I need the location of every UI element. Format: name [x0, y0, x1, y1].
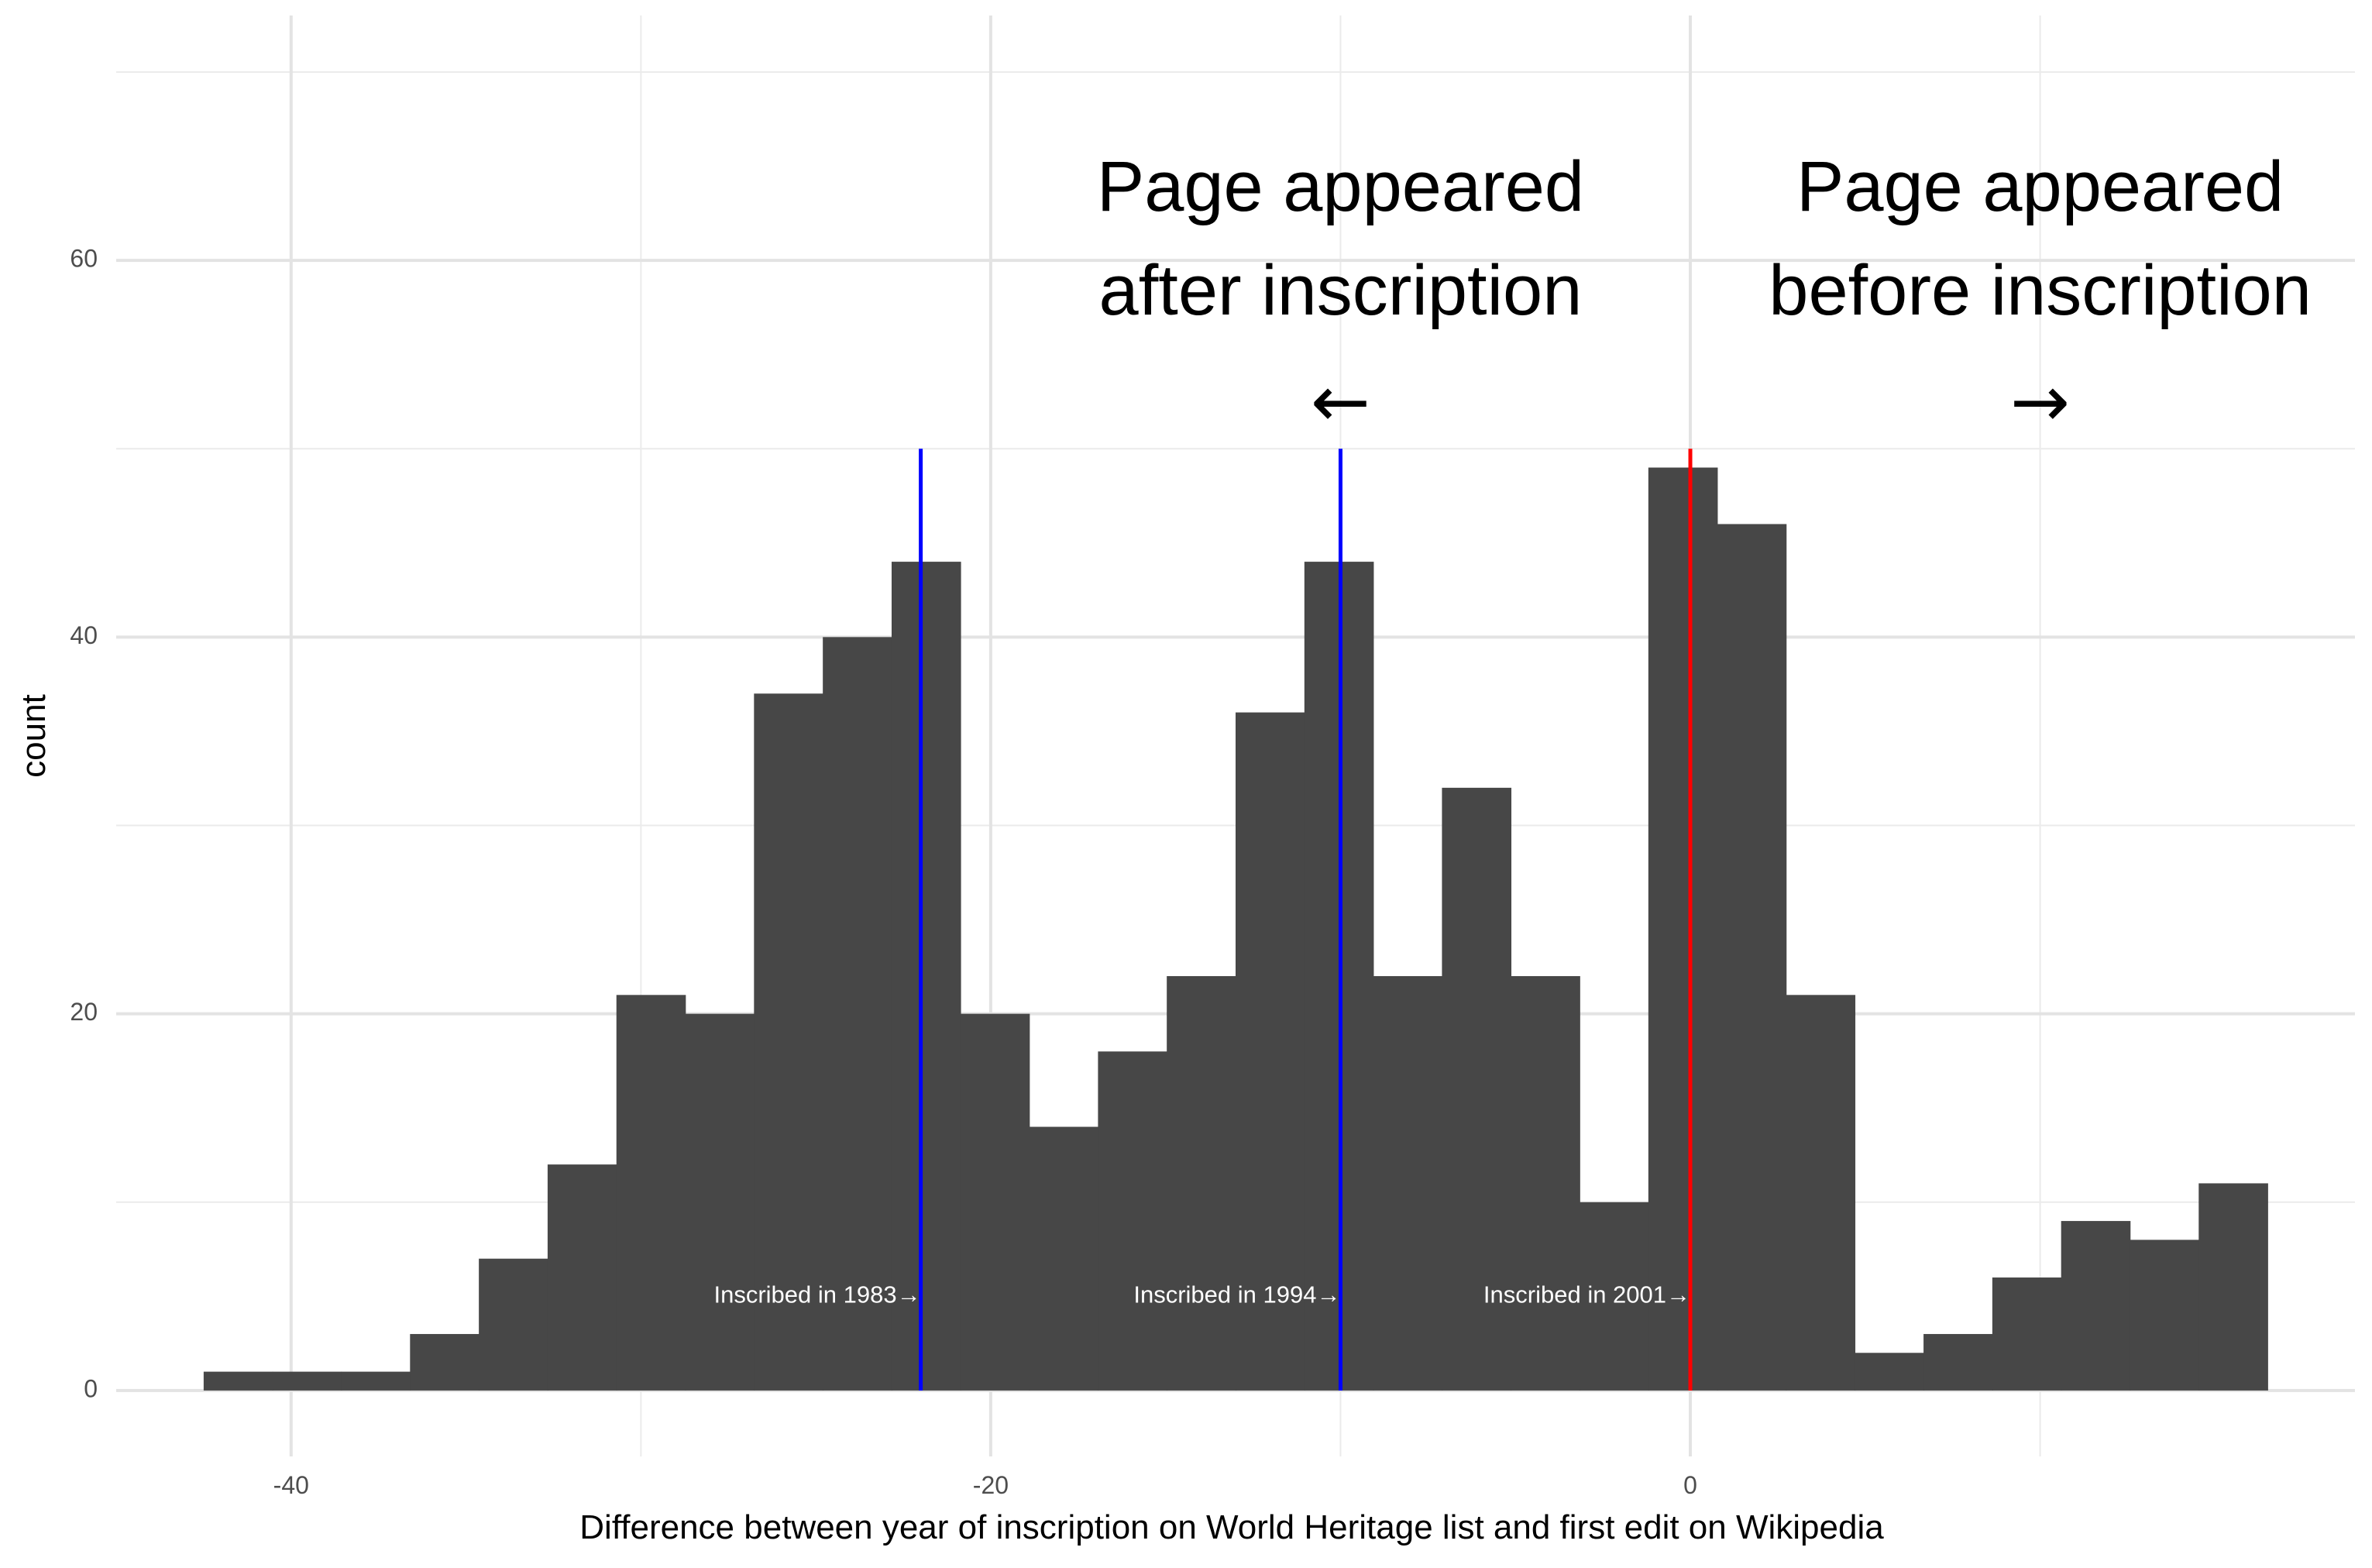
- annotation-line: Page appeared: [1796, 147, 2284, 226]
- histogram-bar: [203, 1371, 273, 1391]
- annotation-line: Page appeared: [1097, 147, 1584, 226]
- inscription-label: Inscribed in 2001→: [1483, 1281, 1690, 1308]
- histogram-bar: [1373, 976, 1443, 1391]
- inscription-lines: [919, 449, 1693, 1391]
- histogram-bar: [1167, 976, 1236, 1391]
- histogram-bar: [2198, 1183, 2268, 1391]
- histogram-bar: [479, 1258, 548, 1391]
- histogram-bars: [203, 467, 2268, 1391]
- histogram-bar: [1992, 1277, 2062, 1391]
- histogram-bar: [891, 562, 961, 1391]
- histogram-bar: [1580, 1202, 1649, 1391]
- annotation-arrow: ←: [1311, 360, 1370, 443]
- histogram-bar: [1442, 787, 1512, 1391]
- y-axis-title: count: [15, 694, 53, 778]
- y-tick-labels: 0 20 40 60: [70, 245, 98, 1403]
- histogram-bar: [410, 1333, 480, 1391]
- annotation-line: before inscription: [1769, 251, 2312, 330]
- y-tick-label: 40: [70, 621, 98, 649]
- histogram-bar: [754, 693, 823, 1391]
- inscription-label: Inscribed in 1994→: [1133, 1281, 1340, 1308]
- histogram-bar: [616, 995, 686, 1391]
- histogram-bar: [1029, 1126, 1099, 1391]
- x-tick-labels: -40 -20 0: [273, 1471, 1697, 1499]
- annotation-line: after inscription: [1099, 251, 1583, 330]
- histogram-bar: [1648, 467, 1718, 1391]
- x-axis-title: Difference between year of inscription o…: [579, 1508, 1884, 1546]
- histogram-bar: [272, 1371, 342, 1391]
- x-tick-label: -20: [973, 1471, 1009, 1499]
- histogram-bar: [1855, 1353, 1924, 1391]
- direction-annotations: Page appeared after inscription ← Page appe…: [1097, 147, 2312, 443]
- histogram-bar: [2130, 1240, 2200, 1391]
- histogram-bar: [960, 1013, 1030, 1391]
- histogram-bar: [1923, 1333, 1993, 1391]
- histogram-bar: [547, 1164, 617, 1391]
- y-tick-label: 60: [70, 245, 98, 273]
- histogram-bar: [2061, 1221, 2131, 1391]
- inscription-labels: Inscribed in 1983→ Inscribed in 1994→ Insc…: [713, 1281, 1690, 1308]
- histogram-bar: [685, 1013, 755, 1391]
- histogram-bar: [823, 637, 892, 1391]
- histogram-bar: [1717, 524, 1787, 1391]
- histogram-bar: [1511, 976, 1580, 1391]
- x-tick-label: 0: [1683, 1471, 1697, 1499]
- y-tick-label: 0: [84, 1374, 98, 1402]
- inscription-label: Inscribed in 1983→: [713, 1281, 920, 1308]
- histogram-bar: [1098, 1051, 1168, 1391]
- y-tick-label: 20: [70, 998, 98, 1026]
- histogram-bar: [341, 1371, 411, 1391]
- histogram-bar: [1236, 712, 1305, 1391]
- histogram-bar: [1786, 995, 1856, 1391]
- x-tick-label: -40: [273, 1471, 309, 1499]
- annotation-arrow: →: [2010, 360, 2070, 443]
